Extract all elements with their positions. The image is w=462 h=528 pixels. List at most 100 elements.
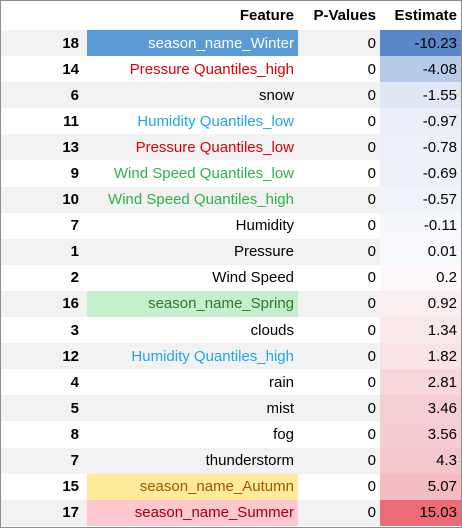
estimate-cell: 5.07 (380, 473, 461, 500)
estimate-cell: -0.69 (380, 160, 461, 187)
p-value-cell: 0 (298, 395, 380, 422)
estimate-cell: -0.97 (380, 108, 461, 135)
row-index: 4 (70, 373, 79, 391)
row-index: 10 (1, 186, 87, 213)
row-index: 13 (1, 134, 87, 161)
feature-cell: thunderstorm (87, 447, 298, 474)
p-value-cell: 0 (367, 112, 376, 130)
table-row: 1 Pressure 0 0.01 (1, 238, 461, 265)
row-index: 8 (70, 425, 79, 443)
feature-cell: season_name_Autumn (87, 473, 298, 500)
row-index: 7 (70, 217, 79, 235)
row-index: 5 (1, 395, 87, 422)
estimate-cell: 3.46 (380, 395, 461, 422)
p-values-header: P-Values (313, 7, 376, 24)
header-row: Feature P-Values Estimate (1, 1, 461, 30)
estimate-cell: 0.2 (380, 264, 461, 291)
estimate-cell: 2.81 (380, 369, 461, 396)
row-index: 15 (62, 478, 79, 496)
row-index: 18 (1, 30, 87, 57)
estimate-cell: -4.08 (380, 56, 461, 83)
estimate-cell: 3.56 (380, 421, 461, 448)
p-value-cell: 0 (298, 238, 380, 265)
feature-cell: Pressure Quantiles_high (129, 60, 294, 78)
feature-cell: clouds (250, 321, 294, 339)
table-body: 18 season_name_Winter 0 -10.23 14 Pressure Qu… (1, 30, 461, 526)
index-header (1, 1, 87, 30)
estimate-cell: -10.23 (380, 30, 461, 57)
estimate-cell: 1.34 (380, 317, 461, 344)
table-row: 15 season_name_Autumn 0 5.07 (1, 473, 461, 500)
row-index: 14 (62, 60, 79, 78)
estimate-cell: 4.3 (380, 447, 461, 474)
feature-cell: season_name_Winter (87, 30, 298, 57)
p-value-cell: 0 (298, 499, 380, 526)
table-row: 6 snow 0 -1.55 (1, 82, 461, 109)
feature-cell: Wind Speed (212, 269, 294, 287)
p-value-cell: 0 (298, 186, 380, 213)
feature-cell: snow (87, 82, 298, 109)
feature-cell: season_name_Summer (87, 499, 298, 526)
estimate-cell: 1.82 (380, 343, 461, 370)
row-index: 7 (1, 447, 87, 474)
row-index: 2 (70, 269, 79, 287)
p-value-cell: 0 (367, 217, 376, 235)
p-value-cell: 0 (367, 165, 376, 183)
estimate-cell: 0.01 (380, 238, 461, 265)
p-value-cell: 0 (367, 425, 376, 443)
table-row: 16 season_name_Spring 0 0.92 (1, 290, 461, 318)
estimate-cell: -0.57 (380, 186, 461, 213)
estimate-cell: 15.03 (380, 499, 461, 526)
table-row: 7 Humidity 0 -0.11 (1, 212, 461, 239)
feature-cell: rain (268, 373, 294, 391)
feature-cell: season_name_Spring (87, 290, 298, 318)
table-row: 18 season_name_Winter 0 -10.23 (1, 30, 461, 57)
row-index: 11 (63, 112, 79, 130)
p-value-cell: 0 (298, 290, 380, 318)
feature-cell: Pressure Quantiles_low (87, 134, 298, 161)
estimate-cell: 0.92 (380, 290, 461, 318)
row-index: 1 (1, 238, 87, 265)
estimate-cell: -1.55 (380, 82, 461, 109)
row-index: 16 (1, 290, 87, 318)
feature-cell: Wind Speed Quantiles_high (87, 186, 298, 213)
p-value-cell: 0 (367, 60, 376, 78)
row-index: 17 (1, 499, 87, 526)
table-row: 2 Wind Speed 0 0.2 (1, 264, 461, 291)
table-row: 14 Pressure Quantiles_high 0 -4.08 (1, 56, 461, 83)
feature-cell: Humidity Quantiles_low (137, 112, 294, 130)
feature-cell: Pressure (87, 238, 298, 265)
row-index: 6 (1, 82, 87, 109)
feature-cell: Wind Speed Quantiles_low (113, 165, 294, 183)
p-value-cell: 0 (298, 343, 380, 370)
row-index: 9 (70, 165, 79, 183)
p-value-cell: 0 (367, 321, 376, 339)
table-row: 5 mist 0 3.46 (1, 395, 461, 422)
p-value-cell: 0 (298, 447, 380, 474)
feature-cell: Humidity (235, 217, 294, 235)
table-row: 7 thunderstorm 0 4.3 (1, 447, 461, 474)
feature-cell: fog (273, 425, 294, 443)
feature-cell: mist (87, 395, 298, 422)
table-row: 3 clouds 0 1.34 (1, 317, 461, 344)
feature-cell: Humidity Quantiles_high (87, 343, 298, 370)
table-row: 11 Humidity Quantiles_low 0 -0.97 (1, 108, 461, 135)
table-row: 17 season_name_Summer 0 15.03 (1, 499, 461, 526)
row-index: 3 (70, 321, 79, 339)
p-value-cell: 0 (367, 478, 376, 496)
table-row: 13 Pressure Quantiles_low 0 -0.78 (1, 134, 461, 161)
feature-header: Feature (239, 7, 294, 24)
estimate-header: Estimate (394, 7, 457, 24)
table-row: 8 fog 0 3.56 (1, 421, 461, 448)
p-value-cell: 0 (367, 373, 376, 391)
p-value-cell: 0 (298, 134, 380, 161)
p-value-cell: 0 (367, 269, 376, 287)
p-value-cell: 0 (298, 30, 380, 57)
table-row: 10 Wind Speed Quantiles_high 0 -0.57 (1, 186, 461, 213)
table-row: 12 Humidity Quantiles_high 0 1.82 (1, 343, 461, 370)
estimate-cell: -0.11 (380, 212, 461, 239)
table-row: 9 Wind Speed Quantiles_low 0 -0.69 (1, 160, 461, 187)
table-row: 4 rain 0 2.81 (1, 369, 461, 396)
